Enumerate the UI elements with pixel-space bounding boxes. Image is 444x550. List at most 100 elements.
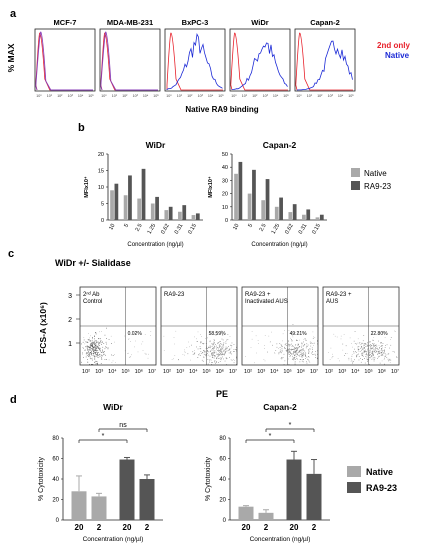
x-tick-label: 10⁴ [351, 368, 360, 375]
histogram-tick-label: 10³ [198, 94, 204, 98]
histogram-tick-label: 10³ [328, 94, 334, 98]
histogram-tick-label: 10⁴ [338, 94, 344, 98]
gate-percentage: 22.80% [371, 331, 389, 337]
bar-ra9-23 [252, 169, 256, 220]
chart-title: WiDr [103, 402, 123, 412]
legend-2nd-only: 2nd only [377, 41, 410, 50]
x-tick-label: 10⁶ [378, 368, 386, 375]
chart-title: Capan-2 [263, 140, 297, 150]
x-tick-label: 20 [242, 523, 251, 532]
histogram-tick-label: 10² [187, 94, 193, 98]
x-tick-label: 5 [123, 223, 130, 229]
flow-events [245, 324, 318, 365]
x-tick-label: 10⁴ [189, 368, 198, 375]
histogram-title: BxPC-3 [182, 18, 209, 27]
y-tick-label: 15 [98, 169, 104, 175]
histogram-title: WiDr [251, 18, 269, 27]
gate-percentage: 49.21% [290, 331, 308, 337]
bar-native [258, 512, 274, 520]
y-tick-label: 40 [52, 477, 59, 483]
y-tick-label: 5 [101, 202, 104, 208]
legend-swatch-ra9-23 [347, 482, 361, 493]
bar-native [288, 212, 293, 220]
significance-label: * [102, 433, 105, 440]
panel-c-title: WiDr +/- Sialidase [55, 258, 131, 268]
panel-c-ylabel: FCS-A (x10⁶) [38, 302, 48, 354]
y-tick-label: 10 [222, 205, 228, 211]
flow-events [328, 330, 398, 365]
bar-native [238, 506, 254, 520]
panel-d-legend: Native RA9-23 [347, 466, 397, 493]
bar-native [71, 491, 87, 520]
y-tick-label: 40 [222, 165, 228, 171]
y-tick-label: 60 [219, 457, 226, 463]
histogram-tick-label: 10⁵ [348, 94, 354, 98]
histogram-widr: WiDr 10⁰ 10¹ 10² 10³ 10⁴ 10⁵ [229, 18, 291, 98]
histogram-tick-label: 10⁰ [36, 94, 42, 98]
histogram-tick-label: 10² [122, 94, 128, 98]
y-tick-label: 3 [68, 293, 72, 300]
bar-ra9-23 [195, 213, 200, 220]
x-tick-label: 10³ [257, 369, 265, 375]
x-tick-label: 2.5 [135, 223, 144, 233]
histogram-title: MCF-7 [54, 18, 77, 27]
x-tick-label: 10² [244, 369, 252, 375]
x-tick-label: 10³ [176, 369, 184, 375]
chart-title: Capan-2 [263, 402, 297, 412]
bar-native [274, 206, 279, 220]
bar-ra9-23 [279, 197, 283, 220]
y-tick-label: 0 [223, 518, 227, 524]
x-axis-label: Concentration (ng/µl) [250, 536, 311, 543]
bar-ra9-23 [182, 205, 187, 220]
x-tick-label: 0.15 [187, 223, 198, 235]
y-tick-label: 0 [56, 518, 60, 524]
panel-c-xlabel: PE [216, 389, 228, 399]
significance-label: * [289, 422, 292, 429]
panel-c: c WiDr +/- Sialidase FCS-A (x10⁶) PE 1 2 3… [8, 248, 400, 399]
chart-b-widr: WiDr 0 5 10 15 20 MFIx10⁴ 10 5 2.5 1.25 0.62 0.31 0.1… [84, 140, 203, 248]
histogram-tick-label: 10¹ [47, 94, 53, 98]
x-tick-label: 20 [123, 523, 132, 532]
x-tick-label: 0.15 [311, 223, 322, 235]
gate-percentage: 0.02% [128, 331, 143, 337]
histogram-tick-label: 10³ [263, 94, 269, 98]
bar-native [150, 203, 155, 220]
x-tick-label: 2.5 [259, 223, 268, 233]
flow-events [163, 330, 237, 365]
histogram-native-curve [166, 33, 223, 90]
flow-plot-label: Inactivated AUS [245, 299, 288, 305]
x-tick-label: 10⁵ [283, 368, 291, 375]
histogram-control-curve [295, 32, 353, 91]
panel-a: a % MAX Native RA9 binding MCF-7 10⁰ 10¹ 10… [6, 8, 410, 114]
x-tick-label: 10² [163, 369, 171, 375]
bar-ra9-23 [265, 179, 270, 220]
bar-native [123, 195, 128, 220]
histogram-tick-label: 10⁴ [208, 94, 214, 98]
x-tick-label: 2 [145, 523, 150, 532]
histogram-tick-label: 10¹ [177, 94, 183, 98]
flow-plot-4: RA9-23 +AUS 22.80% 10² 10³ 10⁴ 10⁵ 10⁶ 10⁷ [322, 286, 400, 375]
histogram-tick-label: 10¹ [242, 94, 248, 98]
bar-native [247, 193, 252, 220]
bar-ra9-23 [114, 183, 119, 220]
histogram-tick-label: 10⁴ [78, 94, 84, 98]
x-tick-label: 5 [247, 223, 254, 229]
bar-native [137, 198, 142, 220]
x-tick-label: 10⁶ [135, 368, 143, 375]
histogram-tick-label: 10⁰ [296, 94, 302, 98]
legend-swatch-native [351, 168, 360, 177]
bar-ra9-23 [168, 206, 173, 220]
flow-plot-label: RA9-23 + [245, 292, 271, 298]
significance-label: ns [119, 422, 127, 429]
histogram-tick-label: 10⁵ [283, 94, 289, 98]
flow-plot-label: Control [83, 299, 102, 305]
x-tick-label: 10 [232, 223, 240, 231]
histogram-native-curve [231, 42, 288, 90]
bar-ra9-23 [319, 214, 324, 220]
x-tick-label: 10⁶ [216, 368, 224, 375]
bar-ra9-23 [139, 479, 155, 520]
